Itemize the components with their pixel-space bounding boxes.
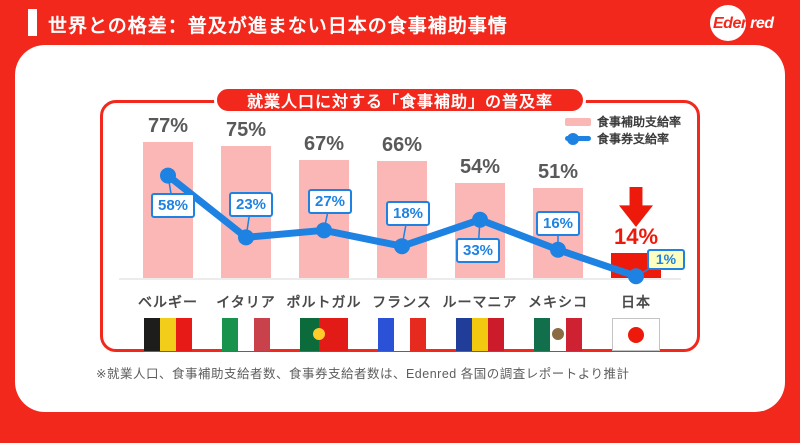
edenred-logo-ball-icon [710,5,746,41]
legend-item-line: 食事券支給率 [564,131,681,146]
flag-romania-icon [456,318,504,351]
footnote: ※就業人口、食事補助支給者数、食事券支給者数は、Edenred 各国の調査レポー… [96,367,630,381]
country-label-portugal: ポルトガル [286,294,362,310]
country-label-france: フランス [372,294,432,310]
flag-portugal-icon [300,318,348,351]
country-column-france: フランス [363,292,441,351]
bar-value-romania: 54% [459,155,501,178]
chart-plot: 14% 77% 75% 67% 66% 54% 51% 58% 23% 27% 18% 33% 16%… [103,103,697,351]
legend-bar-label: 食事補助支給率 [596,115,681,129]
flag-france-icon [378,318,426,351]
bar-portugal [299,159,349,278]
country-column-japan: 日本 [597,292,675,351]
flag-belgium-icon [144,318,192,351]
chart-legend: 食事補助支給率 食事券支給率 [564,114,681,148]
bar-value-belgium: 77% [147,115,189,138]
line-marker-belgium [160,167,176,184]
chart-panel: 就業人口に対する「食事補助」の普及率 食事補助支給率 食事券支給率 14% 77… [100,86,700,352]
line-label-italy: 23% [229,191,273,217]
country-column-portugal: ポルトガル [285,292,363,351]
country-label-belgium: ベルギー [138,294,198,310]
country-column-italy: イタリア [207,292,285,351]
bar-swatch-icon [564,117,591,126]
edenred-logo-text: Edenred [713,15,774,32]
chart-title: 就業人口に対する「食事補助」の普及率 [213,86,587,114]
page-title: 世界との格差：普及が進まない日本の食事補助事情 [48,16,508,37]
line-label-romania: 33% [456,238,500,264]
bar-value-italy: 75% [225,118,267,141]
country-label-mexico: メキシコ [528,294,588,310]
chart-baseline [119,278,681,280]
country-column-romania: ルーマニア [441,292,519,351]
bar-value-portugal: 67% [303,132,345,155]
line-marker-france [394,238,410,255]
legend-item-bar: 食事補助支給率 [564,114,681,129]
line-label-mexico: 16% [536,211,580,237]
edenred-logo: Edenred [702,4,788,42]
title-accent-bar [28,9,37,36]
line-marker-mexico [550,241,566,258]
country-label-japan: 日本 [621,294,651,310]
country-label-romania: ルーマニア [442,294,518,310]
line-marker-romania [472,211,488,228]
bar-value-france: 66% [381,134,423,157]
flag-mexico-icon [534,318,582,351]
line-label-portugal: 27% [308,188,352,214]
line-label-japan: 1% [647,248,685,270]
country-label-italy: イタリア [216,294,276,310]
bar-value-mexico: 51% [537,160,579,183]
line-label-belgium: 58% [151,193,195,219]
line-marker-portugal [316,222,332,239]
line-marker-italy [238,229,254,246]
country-column-mexico: メキシコ [519,292,597,351]
japan-bar-value: 14% [613,224,659,249]
content-card: 就業人口に対する「食事補助」の普及率 食事補助支給率 食事券支給率 14% 77… [15,45,785,412]
flag-japan-icon [612,318,660,351]
line-swatch-icon [564,132,591,145]
line-marker-japan [628,268,644,285]
country-column-belgium: ベルギー [129,292,207,351]
legend-line-label: 食事券支給率 [596,132,669,146]
flag-italy-icon [222,318,270,351]
line-label-france: 18% [386,200,430,226]
